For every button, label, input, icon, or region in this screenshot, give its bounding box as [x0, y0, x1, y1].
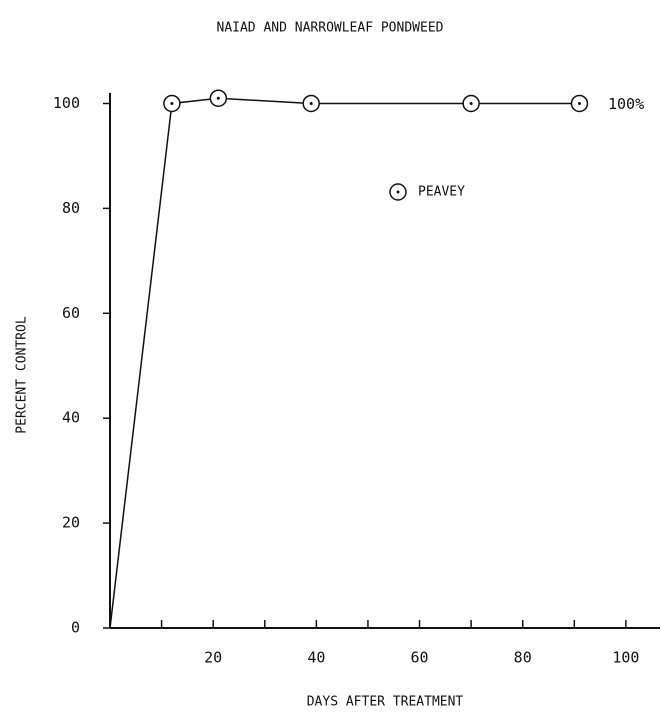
marker-dot	[216, 96, 220, 100]
y-tick-label: 40	[62, 409, 80, 427]
marker-dot	[469, 101, 473, 105]
legend-label: PEAVEY	[418, 185, 465, 200]
y-axis-label: PERCENT CONTROL	[15, 316, 30, 434]
x-tick-label: 60	[411, 649, 429, 667]
x-tick-label: 20	[204, 649, 222, 667]
marker-dot	[170, 101, 174, 105]
y-tick-label: 20	[62, 514, 80, 532]
y-tick-label: 60	[62, 304, 80, 322]
x-tick-label: 40	[307, 649, 325, 667]
x-tick-label: 100	[612, 649, 639, 667]
y-tick-label: 100	[53, 94, 80, 112]
marker-dot	[309, 101, 313, 105]
x-axis-label: DAYS AFTER TREATMENT	[307, 695, 464, 710]
annotation: 100%	[608, 95, 644, 113]
y-tick-label: 0	[71, 619, 80, 637]
series-line	[109, 97, 580, 629]
legend-marker-dot	[396, 190, 400, 194]
y-tick-label: 80	[62, 199, 80, 217]
x-tick-label: 80	[514, 649, 532, 667]
marker-dot	[577, 101, 581, 105]
chart-title: NAIAD AND NARROWLEAF PONDWEED	[217, 21, 444, 36]
